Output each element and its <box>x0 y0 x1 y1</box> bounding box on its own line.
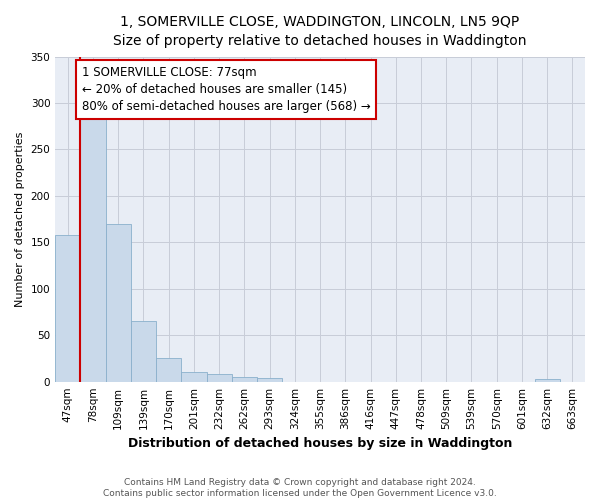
Bar <box>535 379 560 382</box>
Title: 1, SOMERVILLE CLOSE, WADDINGTON, LINCOLN, LN5 9QP
Size of property relative to d: 1, SOMERVILLE CLOSE, WADDINGTON, LINCOLN… <box>113 15 527 48</box>
Y-axis label: Number of detached properties: Number of detached properties <box>15 132 25 307</box>
Bar <box>80 115 106 382</box>
Bar <box>206 374 232 382</box>
Text: Contains HM Land Registry data © Crown copyright and database right 2024.
Contai: Contains HM Land Registry data © Crown c… <box>103 478 497 498</box>
Bar <box>131 322 156 382</box>
Bar <box>156 358 181 382</box>
Bar <box>55 235 80 382</box>
Bar <box>232 377 257 382</box>
X-axis label: Distribution of detached houses by size in Waddington: Distribution of detached houses by size … <box>128 437 512 450</box>
Bar <box>106 224 131 382</box>
Bar <box>257 378 282 382</box>
Bar <box>181 372 206 382</box>
Text: 1 SOMERVILLE CLOSE: 77sqm
← 20% of detached houses are smaller (145)
80% of semi: 1 SOMERVILLE CLOSE: 77sqm ← 20% of detac… <box>82 66 370 113</box>
